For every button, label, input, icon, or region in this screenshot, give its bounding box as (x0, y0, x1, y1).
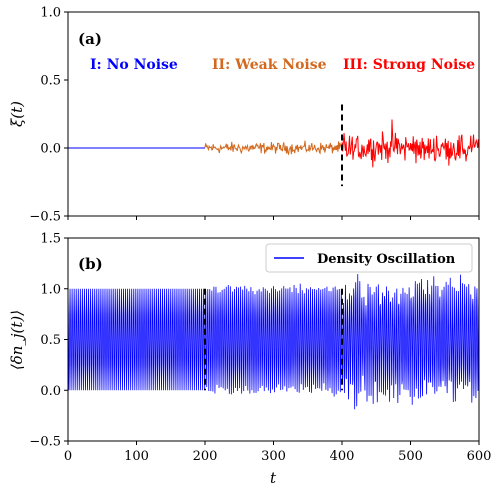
y-tick-label: 0.5 (40, 333, 61, 348)
x-tick-label: 200 (193, 449, 218, 464)
legend-entry: Density Oscillation (317, 252, 456, 267)
region-label-3: III: Strong Noise (343, 57, 475, 73)
y-tick-label: 0.0 (40, 384, 61, 399)
series-line-region-2 (204, 140, 343, 156)
legend-box (265, 243, 473, 273)
y-tick-label: 1.5 (40, 232, 61, 247)
series-b (67, 274, 480, 410)
series-line-density (67, 274, 480, 410)
region-label-1: I: No Noise (90, 57, 178, 73)
frame-a (67, 11, 480, 217)
panel-b: 0 100 200 300 400 500 600 −0.5 0.0 0.5 1.0 1.5 (b)… (8, 232, 491, 488)
y-tick-label: 1.0 (40, 6, 61, 21)
y-ticks-a: −0.5 0.0 0.5 1.0 (29, 6, 68, 225)
region-label-2: II: Weak Noise (212, 57, 327, 73)
series-line-region-3 (341, 119, 480, 168)
panel-tag-a: (a) (78, 30, 102, 48)
y-ticks-b: −0.5 0.0 0.5 1.0 1.5 (29, 232, 68, 450)
y-tick-label: −0.5 (29, 435, 61, 450)
x-tick-label: 400 (330, 449, 355, 464)
plot-area-a (68, 12, 479, 216)
y-tick-label: 0.5 (40, 74, 61, 89)
panel-tag-b: (b) (78, 255, 103, 273)
x-tick-label: 300 (261, 449, 286, 464)
x-tick-label: 0 (64, 449, 72, 464)
y-tick-label: 0.0 (40, 142, 61, 157)
x-tick-label: 500 (398, 449, 423, 464)
y-axis-label-b: ⟨δn_j(t)⟩ (8, 310, 26, 370)
x-ticks-a (67, 216, 480, 220)
x-tick-label: 600 (467, 449, 492, 464)
vlines-b (204, 288, 343, 391)
series-a (68, 119, 480, 168)
y-axis-label-a: ξ(t) (8, 101, 26, 127)
x-tick-label: 100 (124, 449, 149, 464)
legend: Density Oscillation (265, 243, 473, 273)
panel-a: −0.5 0.0 0.5 1.0 (a) I: No Noise II: Weak N… (8, 6, 480, 225)
frame-b (67, 237, 480, 442)
y-tick-label: −0.5 (29, 210, 61, 225)
x-axis-label: t (270, 469, 277, 487)
x-ticks-b: 0 100 200 300 400 500 600 (64, 441, 492, 464)
y-tick-label: 1.0 (40, 282, 61, 297)
